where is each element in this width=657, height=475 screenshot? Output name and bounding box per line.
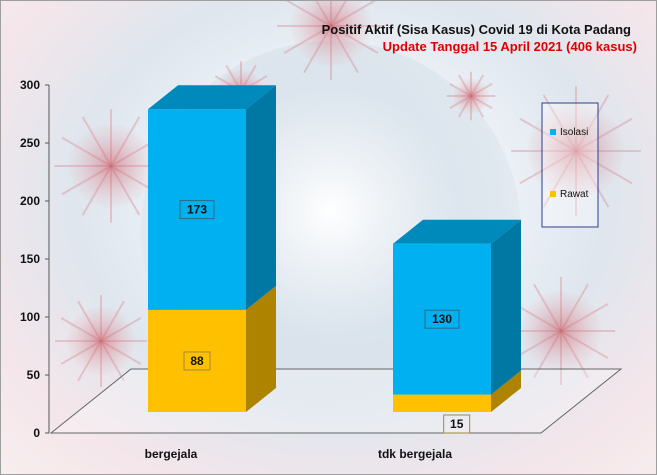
category-labels: bergejala tdk bergejala <box>145 447 453 461</box>
bar-front <box>393 394 491 412</box>
bar-segment-isolasi <box>148 85 276 310</box>
bar-side <box>491 370 521 412</box>
virus-body <box>69 124 153 208</box>
y-tick-label: 0 <box>33 426 40 440</box>
y-tick-label: 250 <box>20 136 40 150</box>
bar-segment-rawat <box>393 370 521 412</box>
legend-label: Rawat <box>560 189 589 200</box>
bar-segment-rawat <box>148 285 276 412</box>
y-tick-label: 200 <box>20 194 40 208</box>
data-label-box <box>183 351 211 371</box>
y-tick-label: 150 <box>20 252 40 266</box>
legend: Isolasi Rawat <box>541 102 599 228</box>
y-tick-label: 100 <box>20 310 40 324</box>
bar-side <box>246 85 276 310</box>
legend-swatch <box>550 129 556 135</box>
floor-plane <box>49 368 623 434</box>
y-axis: 0 50 100 150 200 250 300 <box>20 78 50 440</box>
chart-subtitle: Update Tanggal 15 April 2021 (406 kasus) <box>383 39 637 54</box>
data-label-rawat: 15 <box>443 414 471 434</box>
bar-top <box>393 219 521 244</box>
virus-body <box>291 1 371 66</box>
data-label-value: 173 <box>187 203 207 217</box>
legend-box <box>541 102 599 228</box>
bar-front <box>148 309 246 412</box>
data-label-box <box>179 200 215 220</box>
legend-swatch <box>550 191 556 197</box>
bars <box>148 85 521 412</box>
virus-icon <box>446 71 496 121</box>
bar-side <box>491 219 521 395</box>
bar-front <box>148 109 246 310</box>
virus-icon <box>277 1 385 80</box>
data-label-isolasi: 130 <box>424 309 460 329</box>
bar-segment-isolasi <box>393 219 521 395</box>
data-label-value: 88 <box>190 354 204 368</box>
data-label-value: 15 <box>450 417 464 431</box>
virus-body <box>67 307 135 375</box>
data-label-value: 130 <box>432 312 452 326</box>
virus-body <box>528 103 624 199</box>
data-labels: 88 173 15 130 <box>179 200 471 434</box>
data-label-isolasi: 173 <box>179 200 215 220</box>
chart-floor <box>49 368 623 434</box>
bar-side <box>246 285 276 412</box>
virus-icon <box>55 295 147 387</box>
y-tick-label: 300 <box>20 78 40 92</box>
virus-body <box>453 78 489 114</box>
category-label: tdk bergejala <box>378 447 452 461</box>
virus-body <box>521 291 601 371</box>
chart-title: Positif Aktif (Sisa Kasus) Covid 19 di K… <box>322 22 631 37</box>
bar-front <box>393 243 491 395</box>
y-tick-label: 50 <box>27 368 41 382</box>
data-label-box <box>424 309 460 329</box>
data-label-box <box>443 414 471 434</box>
category-label: bergejala <box>145 447 198 461</box>
data-label-rawat: 88 <box>183 351 211 371</box>
virus-icon <box>511 86 641 216</box>
legend-label: Isolasi <box>560 127 588 138</box>
bar-top <box>148 85 276 110</box>
